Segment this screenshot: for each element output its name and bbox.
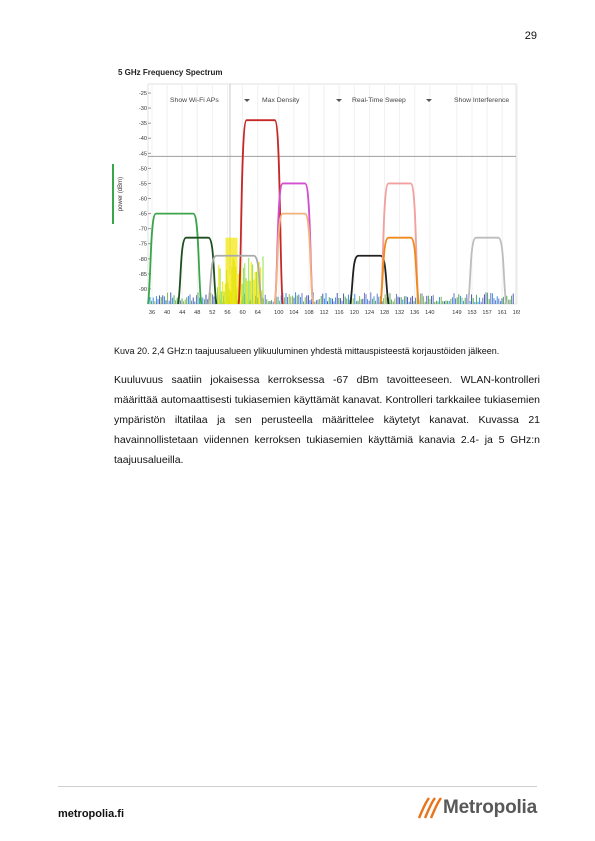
- y-tick-label: -50: [139, 166, 147, 172]
- logo-wordmark: Metropolia: [443, 797, 537, 819]
- x-tick-label: 157: [482, 310, 491, 316]
- x-tick-label: 140: [425, 310, 434, 316]
- x-tick-label: 100: [274, 310, 283, 316]
- control-label: Max Density: [262, 97, 300, 104]
- control-label: Real-Time Sweep: [352, 97, 406, 104]
- y-tick-label: -80: [139, 257, 147, 263]
- x-tick-label: 108: [304, 310, 313, 316]
- x-tick-label: 120: [350, 310, 359, 316]
- y-tick-label: -55: [139, 181, 147, 187]
- spectrum-figure: 5 GHz Frequency Spectrum 36 40 44 48 52 56 60 64…: [112, 64, 520, 322]
- x-tick-label: 149: [452, 310, 461, 316]
- y-tick-label: -30: [139, 106, 147, 112]
- x-tick-label: 36: [149, 310, 155, 316]
- chart-title: 5 GHz Frequency Spectrum: [118, 68, 222, 77]
- x-tick-label: 128: [380, 310, 389, 316]
- y-tick-label: -35: [139, 121, 147, 127]
- y-tick-label: -40: [139, 136, 147, 142]
- control-label: Show Interference: [454, 97, 509, 104]
- y-tick-label: -70: [139, 227, 147, 233]
- x-tick-label: 40: [164, 310, 170, 316]
- x-tick-label: 132: [395, 310, 404, 316]
- x-tick-label: 136: [410, 310, 419, 316]
- interference-block: [226, 238, 238, 304]
- x-tick-label: 48: [194, 310, 200, 316]
- x-tick-label: 124: [365, 310, 374, 316]
- x-tick-label: 112: [320, 310, 329, 316]
- y-tick-label: -75: [139, 242, 147, 248]
- y-tick-label: -60: [139, 197, 147, 203]
- y-tick-label: -25: [139, 91, 147, 97]
- metropolia-logo: Metropolia: [417, 797, 537, 819]
- y-axis-label: power (dBm): [118, 177, 124, 211]
- x-tick-label: 44: [179, 310, 185, 316]
- plot-area: [148, 84, 516, 304]
- x-tick-label: 56: [224, 310, 230, 316]
- control-label: Show Wi-Fi APs: [170, 97, 219, 104]
- x-tick-label: 161: [498, 310, 507, 316]
- page-number: 29: [525, 30, 537, 42]
- x-tick-label: 116: [335, 310, 344, 316]
- body-paragraph: Kuuluvuus saatiin jokaisessa kerroksessa…: [114, 370, 540, 470]
- x-tick-label: 104: [289, 310, 298, 316]
- metropolia-mark-icon: [417, 797, 443, 819]
- y-tick-label: -45: [139, 151, 147, 157]
- x-tick-label: 52: [209, 310, 215, 316]
- spectrum-chart: 5 GHz Frequency Spectrum 36 40 44 48 52 56 60 64…: [112, 64, 520, 322]
- figure-caption: Kuva 20. 2,4 GHz:n taajuusalueen ylikuul…: [114, 346, 499, 356]
- y-tick-label: -90: [139, 287, 147, 293]
- y-tick-label: -85: [139, 272, 147, 278]
- x-tick-label: 165: [513, 310, 520, 316]
- footer-site[interactable]: metropolia.fi: [58, 808, 124, 820]
- x-tick-label: 60: [239, 310, 245, 316]
- x-tick-label: 153: [467, 310, 476, 316]
- footer-divider: [58, 786, 537, 787]
- x-tick-label: 64: [255, 310, 261, 316]
- axis-accent: [112, 164, 114, 224]
- y-tick-label: -65: [139, 212, 147, 218]
